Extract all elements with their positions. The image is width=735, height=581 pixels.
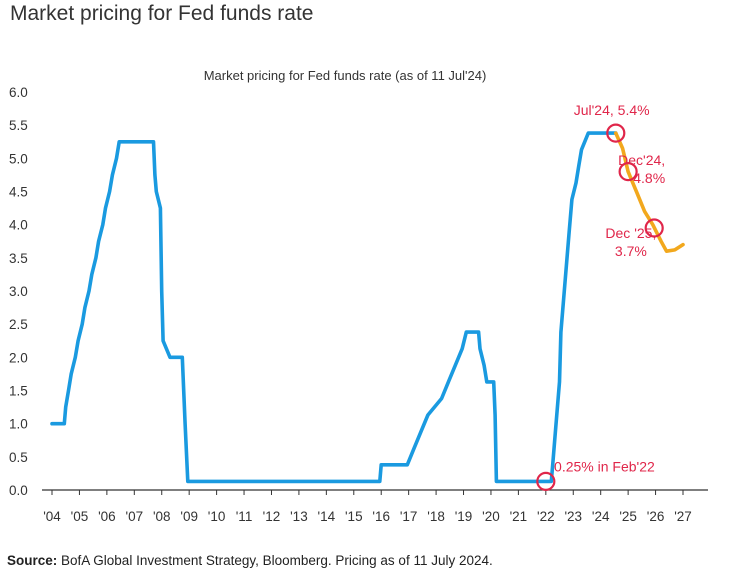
y-tick-label: 3.5 [9, 251, 28, 266]
x-tick-label: '12 [263, 509, 281, 524]
chart-subtitle: Market pricing for Fed funds rate (as of… [204, 68, 487, 83]
x-tick-label: '24 [592, 509, 610, 524]
x-tick-label: '18 [427, 509, 445, 524]
y-axis-ticks: 0.0 0.5 1.0 1.5 2.0 2.5 3.0 3.5 4.0 4.5 5.0 5.5 6.0 [9, 85, 28, 498]
y-tick-label: 5.0 [9, 151, 28, 166]
fed-funds-chart: Market pricing for Fed funds rate (as of… [9, 68, 708, 524]
x-tick-label: '20 [482, 509, 500, 524]
y-tick-label: 2.5 [9, 317, 28, 332]
x-tick-label: '16 [372, 509, 390, 524]
annotation-label: Jul'24, 5.4% [574, 102, 650, 118]
y-tick-label: 1.0 [9, 417, 28, 432]
x-tick-label: '17 [400, 509, 418, 524]
x-tick-label: '13 [290, 509, 308, 524]
y-tick-label: 3.0 [9, 284, 28, 299]
x-tick-label: '15 [345, 509, 363, 524]
x-tick-label: '04 [43, 509, 61, 524]
x-tick-label: '26 [647, 509, 665, 524]
x-tick-label: '19 [455, 509, 473, 524]
fed-funds-history-line [50, 131, 618, 484]
source-label: Source: [7, 553, 58, 568]
x-tick-label: '05 [71, 509, 89, 524]
annotation-line: 3.7% [615, 243, 647, 259]
annotation-label: Dec'24, 4.8% [618, 152, 665, 186]
source-text: BofA Global Investment Strategy, Bloombe… [57, 553, 493, 568]
marker-jul24 [606, 123, 626, 143]
marker-dec24 [618, 162, 638, 182]
x-tick-label: '21 [510, 509, 528, 524]
marker-dec25 [644, 218, 664, 238]
y-tick-label: 1.5 [9, 384, 28, 399]
annotation-line: Jul'24, 5.4% [574, 102, 650, 118]
y-tick-label: 2.0 [9, 350, 28, 365]
x-tick-label: '23 [564, 509, 582, 524]
x-tick-label: '22 [537, 509, 555, 524]
annotation-line: 0.25% in Feb'22 [554, 458, 655, 474]
annotation-line: Dec '25, [605, 225, 656, 241]
x-tick-label: '11 [236, 509, 253, 524]
x-tick-label: '07 [126, 509, 144, 524]
x-tick-label: '09 [180, 509, 198, 524]
y-tick-label: 4.5 [9, 185, 28, 200]
market-pricing-line [614, 131, 685, 253]
x-tick-label: '08 [153, 509, 171, 524]
annotation-group: Jul'24, 5.4% Dec'24, 4.8% Dec '25, 3.7% 0.25%… [554, 102, 665, 474]
annotation-line: Dec'24, [618, 152, 665, 168]
x-tick-label: '06 [98, 509, 116, 524]
series-group [50, 131, 685, 484]
page-title: Market pricing for Fed funds rate [10, 2, 314, 25]
y-tick-label: 0.0 [9, 483, 28, 498]
annotation-label: 0.25% in Feb'22 [554, 458, 655, 474]
x-tick-label: '25 [619, 509, 637, 524]
source-note: Source: BofA Global Investment Strategy,… [7, 553, 493, 568]
x-axis-ticks: '04 '05 '06 '07 '08 '09 '10 '11 '12 '13 '14 '15 '16 '… [43, 490, 692, 524]
y-tick-label: 6.0 [9, 85, 28, 100]
x-tick-label: '14 [318, 509, 336, 524]
x-tick-label: '27 [674, 509, 692, 524]
y-tick-label: 5.5 [9, 118, 28, 133]
y-tick-label: 0.5 [9, 450, 28, 465]
annotation-label: Dec '25, 3.7% [605, 225, 656, 259]
x-tick-label: '10 [208, 509, 226, 524]
annotation-line: 4.8% [633, 170, 665, 186]
marker-group [536, 123, 664, 491]
y-tick-label: 4.0 [9, 218, 28, 233]
marker-feb22 [536, 471, 556, 491]
